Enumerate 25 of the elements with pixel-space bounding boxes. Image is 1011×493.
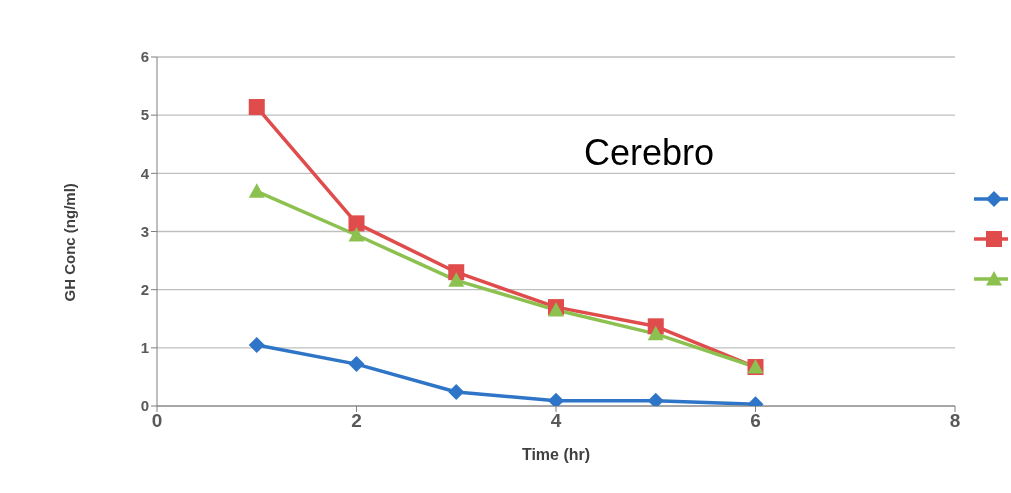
y-tick-label: 1 (140, 339, 149, 357)
annotation: Cerebro (584, 132, 715, 174)
x-tick-label: 6 (750, 410, 761, 432)
x-tick-label: 2 (351, 410, 362, 432)
y-tick-label: 3 (140, 222, 149, 240)
point (348, 226, 365, 242)
y-tick-label: 2 (140, 280, 149, 298)
point (448, 384, 465, 401)
y-tick-label: 5 (140, 106, 149, 124)
point (248, 99, 265, 116)
point (348, 215, 365, 232)
point (348, 356, 365, 373)
point (248, 183, 265, 198)
point (248, 336, 265, 353)
point (647, 325, 664, 341)
y-axis-title: GH Conc (ng/ml) (61, 183, 79, 302)
point (448, 272, 465, 287)
y-tick-label: 6 (140, 48, 149, 66)
x-tick-label: 8 (949, 410, 961, 432)
y-tick-label: 4 (140, 164, 150, 182)
x-axis-title: Time (hr) (521, 446, 591, 463)
y-tick-label: 0 (140, 397, 149, 415)
point (548, 392, 564, 406)
point (647, 392, 664, 406)
x-tick-label: 4 (550, 410, 562, 432)
